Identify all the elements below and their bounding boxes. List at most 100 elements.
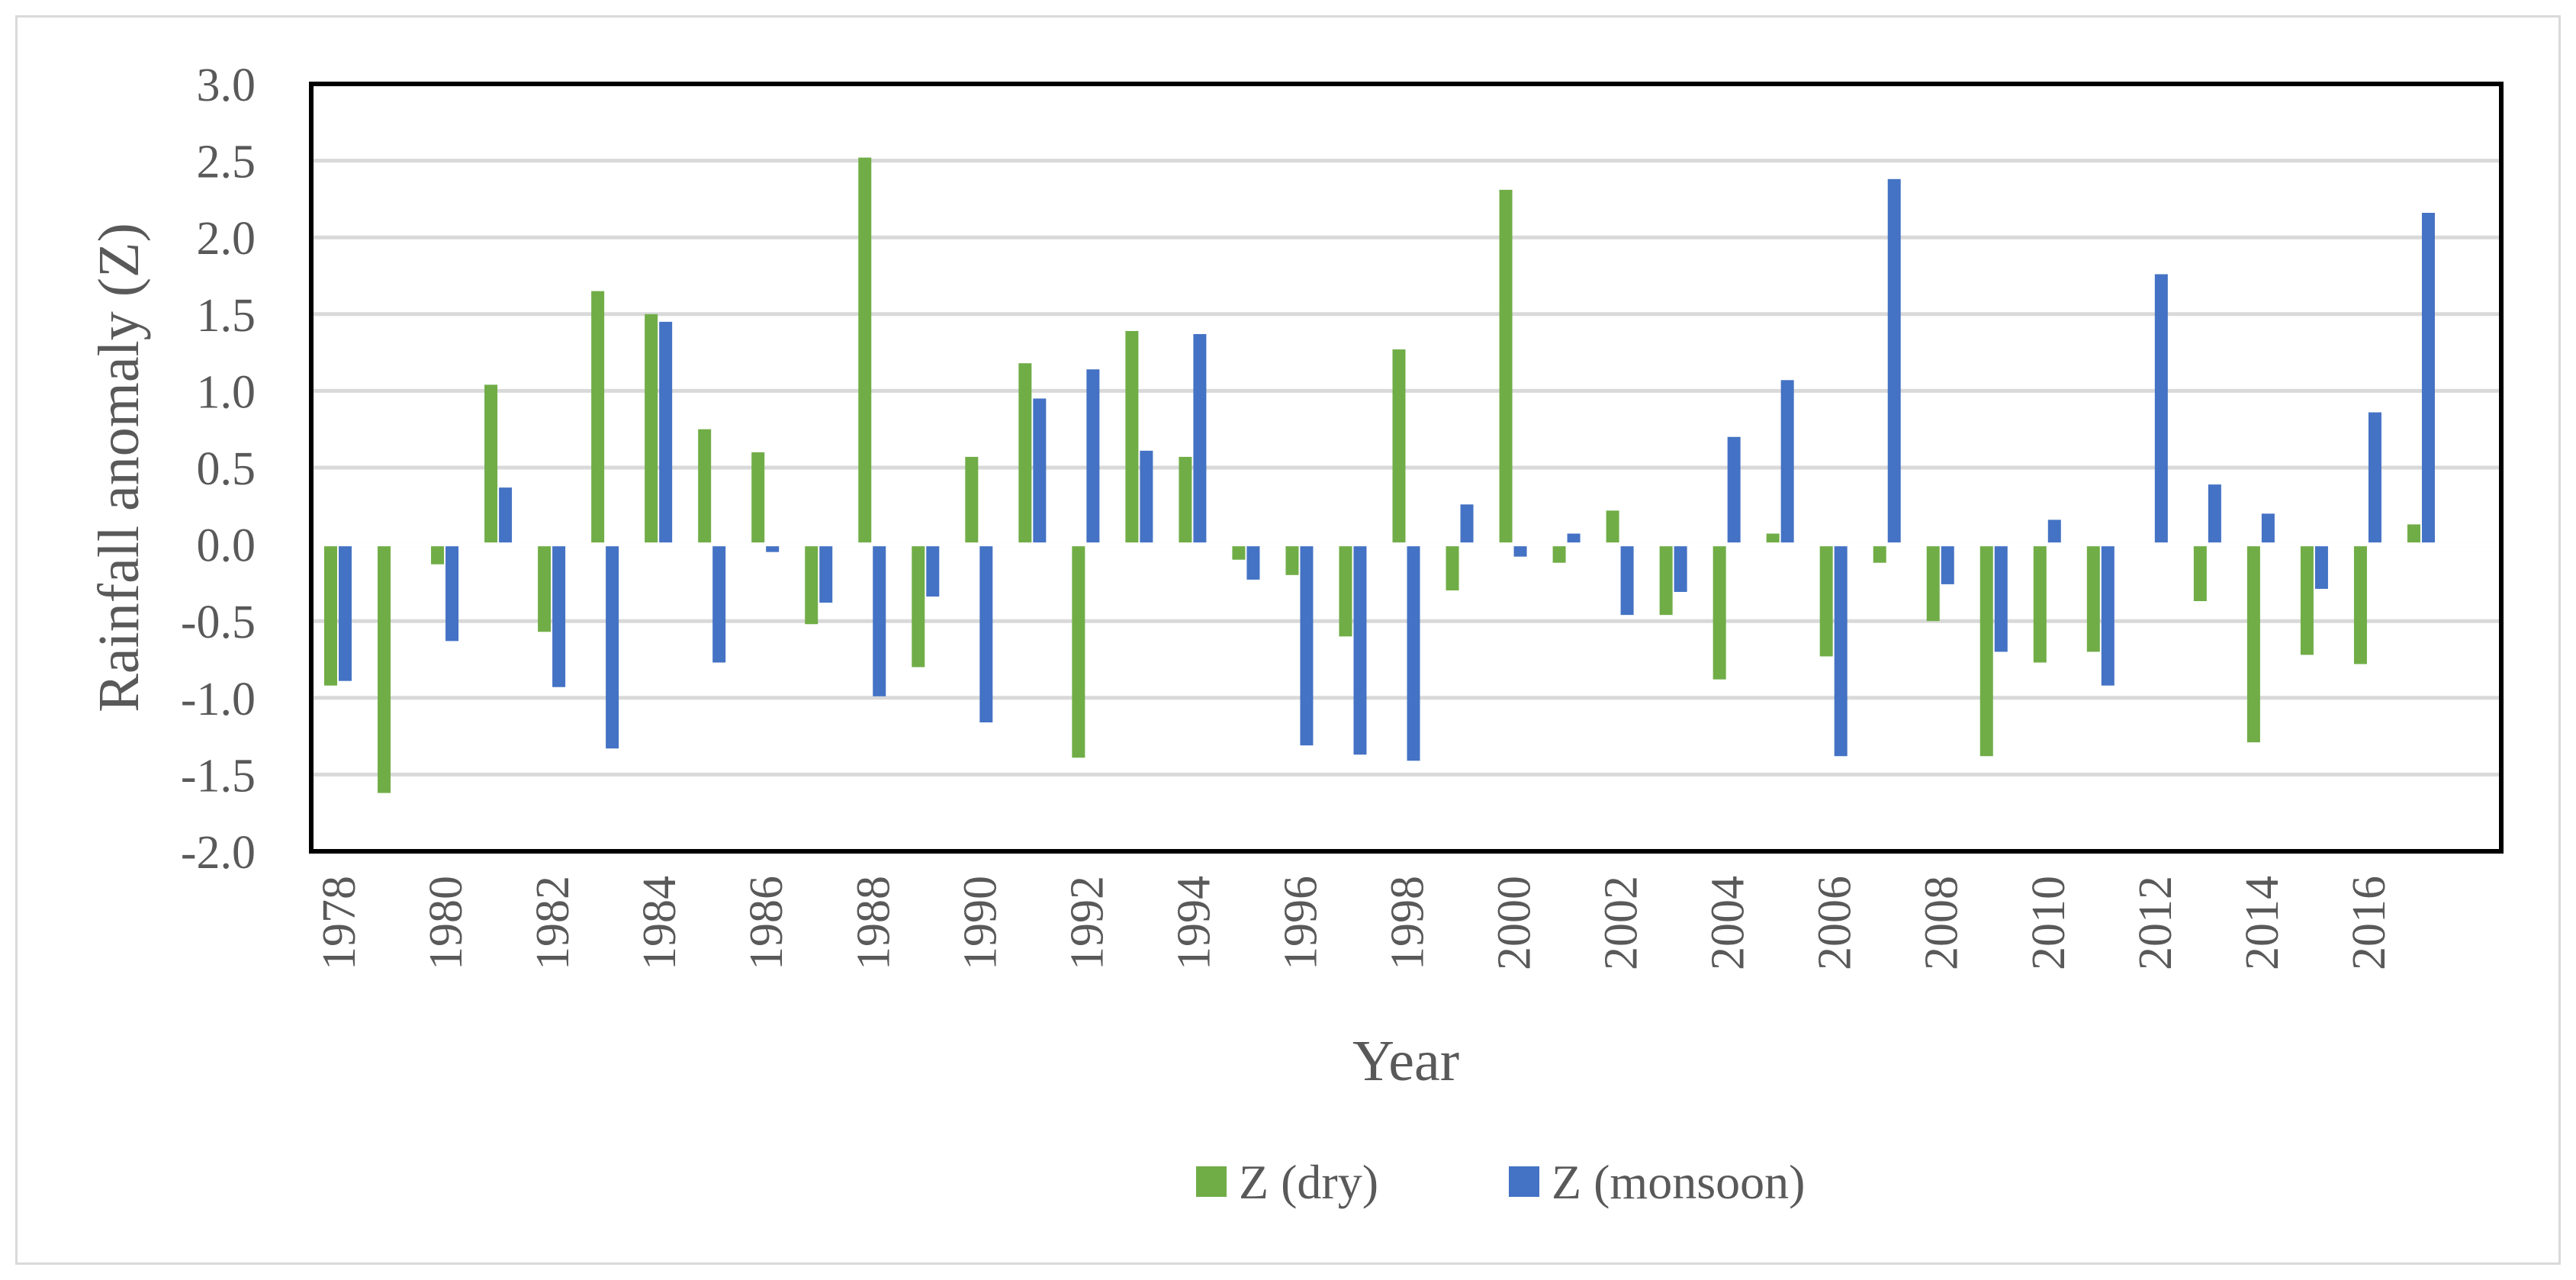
legend: Z (dry) Z (monsoon) — [1196, 1155, 1805, 1209]
x-tick-label: 1988 — [847, 876, 899, 970]
bar-monsoon-2006 — [1834, 544, 1848, 757]
legend-swatch-monsoon — [1509, 1166, 1539, 1197]
legend-swatch-dry — [1196, 1166, 1227, 1197]
y-axis-title: Rainfall anomaly (Z) — [87, 223, 151, 712]
rainfall-anomaly-chart: -2.0 -1.5 -1.0 -0.5 0.0 0.5 1.0 1.5 2.0 2.5 3.0 19… — [87, 59, 2504, 1209]
chart-frame: -2.0 -1.5 -1.0 -0.5 0.0 0.5 1.0 1.5 2.0 2.5 3.0 19… — [15, 15, 2561, 1265]
bar-monsoon-2011 — [2101, 544, 2115, 686]
bar-dry-2017 — [2407, 524, 2420, 545]
x-tick-label: 1994 — [1168, 876, 1220, 970]
x-tick-label: 1984 — [634, 876, 686, 970]
x-axis-ticks: 1978 1980 1982 1984 1986 1988 1990 1992 1994 1996… — [314, 876, 2395, 970]
bars — [324, 157, 2435, 793]
bar-monsoon-2001 — [1567, 533, 1581, 545]
bar-dry-1978 — [324, 544, 338, 686]
bar-dry-1991 — [1018, 363, 1032, 545]
x-tick-label: 1978 — [314, 876, 365, 970]
bar-monsoon-2002 — [1620, 544, 1634, 616]
bar-dry-1997 — [1339, 544, 1352, 637]
bar-dry-2013 — [2193, 544, 2207, 602]
bar-monsoon-2000 — [1513, 544, 1527, 557]
bar-dry-2010 — [2033, 544, 2047, 663]
bar-dry-1986 — [751, 452, 765, 545]
bar-dry-1996 — [1285, 544, 1299, 575]
x-tick-label: 2010 — [2023, 876, 2075, 970]
x-tick-label: 2006 — [1809, 876, 1861, 970]
x-tick-label: 1992 — [1061, 876, 1113, 970]
bar-dry-1999 — [1446, 544, 1459, 590]
bar-monsoon-2016 — [2368, 412, 2381, 545]
bar-dry-2001 — [1552, 544, 1566, 563]
legend-label-monsoon: Z (monsoon) — [1552, 1155, 1805, 1209]
y-tick-label: 0.0 — [197, 520, 256, 572]
bar-dry-1989 — [912, 544, 925, 667]
bar-monsoon-1997 — [1353, 544, 1367, 755]
bar-monsoon-2014 — [2261, 513, 2275, 545]
bar-monsoon-2007 — [1887, 178, 1901, 545]
bar-dry-1994 — [1179, 456, 1192, 545]
bar-monsoon-1995 — [1246, 544, 1260, 580]
bar-dry-2002 — [1606, 510, 1619, 545]
bar-dry-2011 — [2086, 544, 2100, 652]
bar-monsoon-1990 — [979, 544, 993, 722]
bar-monsoon-1992 — [1086, 369, 1100, 545]
bar-dry-2014 — [2246, 544, 2260, 743]
bar-monsoon-2004 — [1727, 436, 1741, 545]
bar-dry-1983 — [591, 291, 605, 545]
y-tick-label: -2.0 — [181, 827, 256, 879]
bar-dry-2003 — [1659, 544, 1673, 616]
bar-dry-2006 — [1819, 544, 1833, 657]
bar-dry-2000 — [1499, 189, 1513, 545]
bar-dry-1993 — [1125, 330, 1139, 545]
y-axis-ticks: -2.0 -1.5 -1.0 -0.5 0.0 0.5 1.0 1.5 2.0 2.5 3.0 — [181, 59, 256, 879]
x-tick-label: 1982 — [527, 876, 579, 970]
bar-monsoon-2008 — [1941, 544, 1954, 584]
x-tick-label: 2008 — [1916, 876, 1968, 970]
x-tick-label: 1980 — [420, 876, 472, 970]
bar-dry-1987 — [805, 544, 818, 625]
bar-dry-1980 — [431, 544, 445, 564]
bar-monsoon-1984 — [659, 321, 673, 545]
bar-monsoon-1985 — [712, 544, 726, 663]
bar-dry-2005 — [1766, 533, 1780, 545]
x-tick-label: 2012 — [2130, 876, 2182, 970]
legend-label-dry: Z (dry) — [1239, 1155, 1378, 1209]
bar-monsoon-1988 — [873, 544, 886, 696]
bar-monsoon-1994 — [1193, 333, 1207, 545]
bar-monsoon-1983 — [606, 544, 619, 749]
x-tick-label: 1998 — [1382, 876, 1434, 970]
bar-monsoon-1999 — [1460, 504, 1474, 545]
bar-dry-1979 — [378, 544, 391, 793]
plot-area-border — [309, 82, 2504, 854]
bar-monsoon-1987 — [819, 544, 833, 603]
bar-dry-2015 — [2300, 544, 2314, 655]
y-tick-label: 1.0 — [197, 366, 256, 418]
y-tick-label: -1.0 — [181, 674, 256, 725]
bar-monsoon-2012 — [2154, 274, 2168, 545]
bar-dry-1990 — [965, 456, 979, 545]
bar-monsoon-2009 — [1994, 544, 2008, 652]
bar-monsoon-2013 — [2208, 484, 2221, 545]
bar-dry-2007 — [1873, 544, 1886, 563]
bar-monsoon-2003 — [1674, 544, 1687, 592]
x-axis-title: Year — [1352, 1029, 1459, 1093]
y-tick-label: 2.5 — [197, 137, 256, 188]
bar-monsoon-2010 — [2047, 519, 2061, 545]
bar-monsoon-1989 — [926, 544, 940, 597]
x-tick-label: 2000 — [1489, 876, 1541, 970]
x-tick-label: 1996 — [1275, 876, 1327, 970]
bar-dry-1992 — [1072, 544, 1085, 758]
bar-monsoon-1981 — [499, 487, 513, 545]
y-tick-label: -0.5 — [181, 597, 256, 648]
bar-monsoon-1991 — [1033, 398, 1047, 545]
bar-dry-1981 — [484, 384, 498, 545]
bar-dry-1982 — [538, 544, 552, 632]
bar-monsoon-1980 — [445, 544, 459, 642]
bar-monsoon-1993 — [1140, 450, 1153, 545]
x-tick-label: 1990 — [954, 876, 1006, 970]
y-tick-label: -1.5 — [181, 750, 256, 802]
bar-dry-1998 — [1392, 349, 1406, 545]
x-tick-label: 2016 — [2343, 876, 2395, 970]
x-tick-label: 2002 — [1596, 876, 1648, 970]
bar-dry-2016 — [2353, 544, 2367, 664]
